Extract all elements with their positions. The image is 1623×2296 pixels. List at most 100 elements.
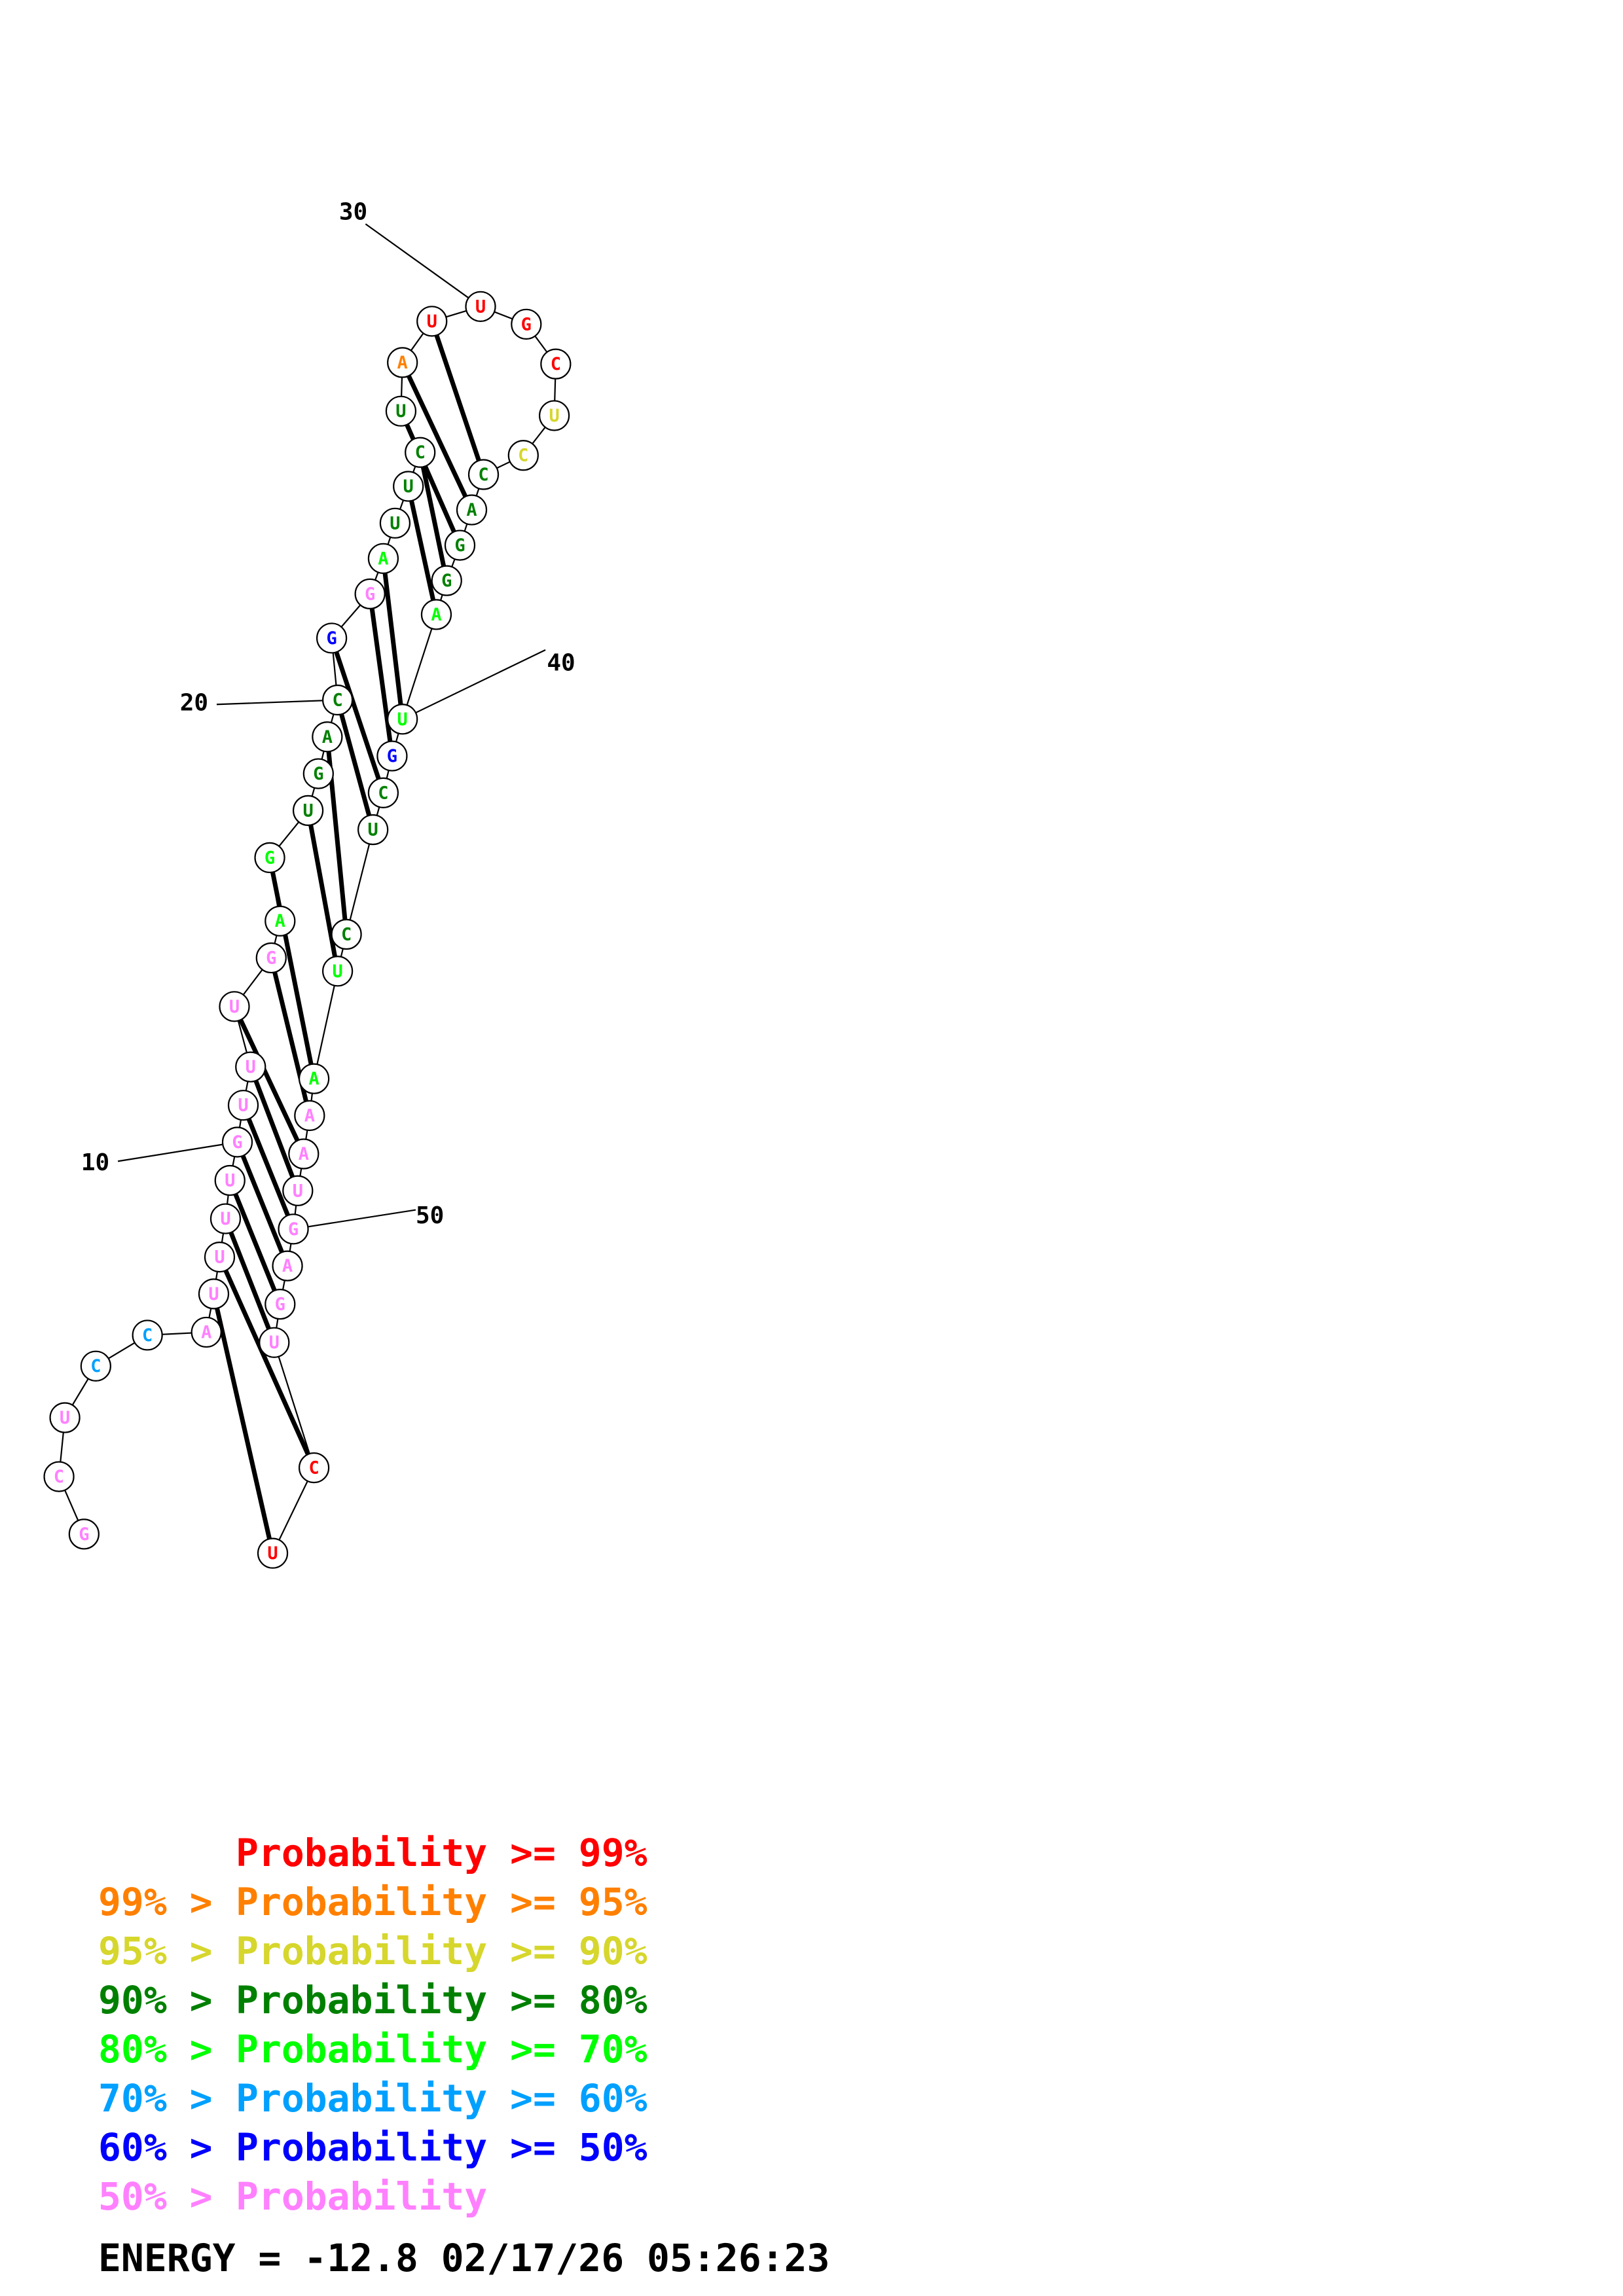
nucleotide-circle <box>354 578 386 610</box>
nucleotide: U <box>379 507 411 539</box>
nucleotide: G <box>68 1518 100 1550</box>
nucleotide: U <box>257 1537 289 1569</box>
nucleotide-letter: G <box>521 314 532 334</box>
nucleotide: C <box>298 1452 330 1484</box>
nucleotide-letter: U <box>403 476 414 497</box>
base-pair-line <box>380 558 405 720</box>
nucleotide: G <box>264 1289 296 1320</box>
nucleotide-circle <box>321 956 354 987</box>
nucleotide-letter: A <box>201 1322 211 1342</box>
nucleotide-letter: G <box>266 948 276 969</box>
nucleotide-letter: U <box>220 1209 230 1229</box>
nucleotide-letter: C <box>415 442 426 463</box>
tick-label: 50 <box>416 1202 444 1229</box>
nucleotide: U <box>259 1327 290 1358</box>
nucleotide: U <box>210 1203 242 1234</box>
nucleotide-letter: U <box>214 1247 225 1268</box>
base-pair-line <box>217 1256 316 1469</box>
tick-label: 30 <box>339 198 367 225</box>
base-pair-line <box>235 1141 290 1267</box>
nucleotide-circle <box>298 1063 330 1094</box>
nucleotide-circle <box>282 1175 314 1206</box>
tick-label: 40 <box>547 649 575 676</box>
nucleotide-circle <box>367 777 399 808</box>
nucleotide-circle <box>219 991 250 1022</box>
tick-line <box>402 649 546 720</box>
tick-line <box>293 1209 416 1230</box>
nucleotide-letter: U <box>302 800 313 821</box>
nucleotide: G <box>255 942 287 974</box>
nucleotide: G <box>354 578 386 610</box>
nucleotide: U <box>465 291 496 322</box>
legend-prefix: 60% > <box>98 2125 213 2170</box>
backbone-segment <box>346 829 374 935</box>
nucleotide: G <box>431 565 462 596</box>
legend-label: Probability >= 90% <box>236 1929 647 1973</box>
nucleotide-circle <box>431 565 462 596</box>
legend-row: 90% > Probability >= 80% <box>98 1978 647 2022</box>
nucleotide-letter: G <box>387 746 397 766</box>
nucleotide-letter: U <box>475 296 486 317</box>
nucleotide-circle <box>198 1278 230 1310</box>
nucleotide: C <box>507 440 539 471</box>
nucleotide-letter: G <box>365 584 375 604</box>
base-pair-line <box>241 1104 296 1230</box>
nucleotide-circle <box>321 684 354 716</box>
nucleotide-letter: U <box>397 709 408 730</box>
nucleotide: A <box>298 1063 330 1094</box>
nucleotide-letter: U <box>395 401 406 422</box>
base-pair-line <box>418 452 449 581</box>
nucleotide-circle <box>302 758 334 789</box>
nucleotide: U <box>204 1241 236 1273</box>
nucleotide-letter: A <box>378 548 388 569</box>
nucleotide-circle <box>376 740 408 772</box>
legend-label: Probability >= 99% <box>236 1831 647 1875</box>
nucleotide-letter: G <box>441 571 452 591</box>
nucleotide-circle <box>444 529 476 561</box>
nucleotide: A <box>191 1316 222 1348</box>
base-pair-line <box>399 410 462 547</box>
backbone-lines <box>58 306 556 1554</box>
legend-row: 70% > Probability >= 60% <box>98 2076 647 2121</box>
nucleotide: A <box>272 1250 303 1282</box>
nucleotide-letter: C <box>142 1325 153 1346</box>
nucleotide-letter: G <box>79 1524 89 1545</box>
nucleotide-circle <box>331 918 362 950</box>
nucleotide-circle <box>405 437 436 468</box>
nucleotide-circle <box>467 459 500 490</box>
legend-label: Probability >= 95% <box>236 1880 647 1924</box>
nucleotide: U <box>416 306 448 337</box>
nucleotide: G <box>316 622 348 654</box>
nucleotide-letter: U <box>549 406 559 426</box>
nucleotide-circle <box>511 308 542 340</box>
legend-prefix: 95% > <box>98 1929 213 1973</box>
nucleotide-letter: U <box>293 1181 303 1201</box>
nucleotide-letter: A <box>308 1069 319 1089</box>
tick-line <box>216 699 338 706</box>
nucleotide-circle <box>221 1126 253 1158</box>
nucleotide: C <box>331 918 362 950</box>
nucleotide-letter: C <box>478 465 488 485</box>
nucleotide-circle <box>210 1203 242 1234</box>
legend-label: Probability >= 70% <box>236 2027 647 2072</box>
nucleotide-letter: A <box>466 500 477 520</box>
nucleotide-circle <box>204 1241 236 1273</box>
nucleotide-circle <box>312 721 343 753</box>
base-pair-line <box>228 1179 283 1305</box>
backbone-segment <box>272 1467 315 1554</box>
nucleotide-letter: C <box>378 783 388 803</box>
nucleotide-circle <box>132 1319 163 1351</box>
nucleotide-letter: U <box>267 1543 278 1564</box>
nucleotide-letter: U <box>332 961 342 982</box>
nucleotide-letter: U <box>368 820 378 840</box>
base-pair-line <box>400 361 474 511</box>
nucleotide: U <box>387 704 418 735</box>
base-pair-line <box>223 1217 277 1344</box>
nucleotide-letter: C <box>54 1467 64 1487</box>
nucleotide: U <box>198 1278 230 1310</box>
nucleotide: C <box>467 459 500 490</box>
nucleotide-letter: G <box>264 848 275 868</box>
nucleotide: C <box>540 348 572 380</box>
nucleotide-circle <box>379 507 411 539</box>
